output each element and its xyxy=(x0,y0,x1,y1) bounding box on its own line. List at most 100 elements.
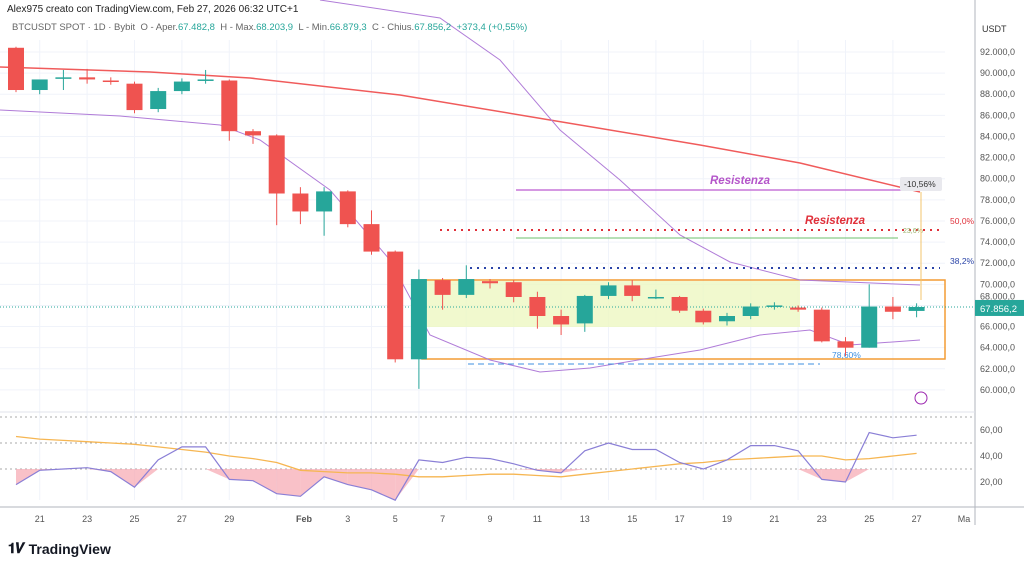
time-tick: 21 xyxy=(769,514,779,524)
candle-body xyxy=(647,296,664,299)
time-tick: 23 xyxy=(82,514,92,524)
candle-body xyxy=(31,79,48,91)
time-tick: 23 xyxy=(817,514,827,524)
price-tick: 84.000,0 xyxy=(980,131,1015,141)
fib-382-label: 38,2% xyxy=(950,256,975,266)
candle-body xyxy=(790,307,807,310)
price-tick: 74.000,0 xyxy=(980,237,1015,247)
time-tick: 27 xyxy=(912,514,922,524)
resistance-label-1: Resistenza xyxy=(710,175,771,187)
resistance-label-2: Resistenza xyxy=(805,215,866,227)
candle-body xyxy=(150,91,167,110)
symbol-label[interactable]: BTCUSDT SPOT · 1D · Bybit xyxy=(12,22,136,33)
rsi-tick: 60,00 xyxy=(980,425,1003,435)
oversold-fill xyxy=(395,469,419,501)
candle-body xyxy=(884,306,901,312)
high-label: H - Max. xyxy=(220,22,257,33)
close-label: C - Chius. xyxy=(371,22,415,33)
oversold-fill xyxy=(845,469,870,482)
price-tick: 88.000,0 xyxy=(980,89,1015,99)
candle-body xyxy=(363,224,380,252)
low-label: L - Min. xyxy=(298,22,330,33)
candle-body xyxy=(8,47,24,91)
price-tick: 70.000,0 xyxy=(980,279,1015,289)
oversold-fill xyxy=(561,469,585,473)
price-tick: 76.000,0 xyxy=(980,216,1015,226)
time-tick: 15 xyxy=(627,514,637,524)
tv-logo-icon: 𝟏𝑽 xyxy=(8,540,25,556)
candle-body xyxy=(482,281,498,284)
change-value: +373,4 (+0,55%) xyxy=(456,22,528,33)
candle-body xyxy=(55,77,72,79)
time-tick: 9 xyxy=(487,514,492,524)
candle-body xyxy=(292,193,309,212)
candle-body xyxy=(316,191,333,212)
tradingview-logo[interactable]: 𝟏𝑽 TradingView xyxy=(8,540,111,557)
candle-body xyxy=(434,280,451,295)
candle-body xyxy=(102,80,119,83)
candle-body xyxy=(79,77,96,80)
candle-body xyxy=(221,80,238,132)
candle-body xyxy=(387,251,404,360)
open-value: 67.482,8 xyxy=(177,22,215,33)
candle-body xyxy=(813,309,830,342)
price-tick: 92.000,0 xyxy=(980,47,1015,57)
time-tick: 25 xyxy=(864,514,874,524)
price-tick: 60.000,0 xyxy=(980,385,1015,395)
fib-786-label: 78,60% xyxy=(832,350,861,360)
upper-band-line xyxy=(319,0,921,286)
rsi-tick: 20,00 xyxy=(980,477,1003,487)
close-value: 67.856,2 xyxy=(414,22,452,33)
candle-body xyxy=(339,191,356,225)
candle-body xyxy=(671,296,688,311)
time-tick: Feb xyxy=(296,514,313,524)
last-price-label: 67.856,2 xyxy=(980,304,1017,315)
rsi-line xyxy=(15,431,917,501)
candle-body xyxy=(505,282,522,297)
fib-236-label: 23,6% xyxy=(903,228,923,235)
candle-body xyxy=(908,306,925,311)
time-tick: 25 xyxy=(129,514,139,524)
price-tick: 86.000,0 xyxy=(980,110,1015,120)
candle-body xyxy=(268,135,285,194)
lightning-alert-icon xyxy=(914,391,928,405)
price-tick: 66.000,0 xyxy=(980,322,1015,332)
time-tick: 17 xyxy=(675,514,685,524)
candle-body xyxy=(553,316,570,325)
candle-body xyxy=(600,285,617,296)
price-tick: 72.000,0 xyxy=(980,258,1015,268)
time-tick: 7 xyxy=(440,514,445,524)
oversold-fill xyxy=(276,469,301,497)
price-tick: 78.000,0 xyxy=(980,195,1015,205)
candle-body xyxy=(126,83,143,111)
oversold-fill xyxy=(87,469,111,472)
candle-body xyxy=(197,79,214,81)
candle-body xyxy=(529,296,546,316)
candle-body xyxy=(624,285,641,296)
time-tick: Ma xyxy=(958,514,971,524)
candle-body xyxy=(576,295,593,324)
currency-label: USDT xyxy=(982,24,1007,34)
time-tick: 5 xyxy=(393,514,398,524)
time-tick: 3 xyxy=(345,514,350,524)
rsi-ma-line xyxy=(15,435,917,478)
open-label: O - Aper. xyxy=(140,22,178,33)
oversold-fill xyxy=(821,469,846,482)
candle-body xyxy=(695,310,712,323)
moving-average-line xyxy=(0,66,921,193)
oversold-fill xyxy=(134,469,159,488)
oversold-fill xyxy=(300,469,325,497)
low-value: 66.879,3 xyxy=(329,22,367,33)
price-tick: 90.000,0 xyxy=(980,68,1015,78)
rsi-tick: 40,00 xyxy=(980,451,1003,461)
oversold-fill xyxy=(513,469,538,471)
candle-body xyxy=(861,306,878,348)
price-tick: 68.000,0 xyxy=(980,291,1015,301)
measure-label: -10,56% xyxy=(904,179,936,189)
candle-body xyxy=(766,305,783,307)
candle-body xyxy=(245,131,261,136)
ohlc-legend: BTCUSDT SPOT · 1D · Bybit O - Aper.67.48… xyxy=(12,22,527,33)
time-tick: 29 xyxy=(224,514,234,524)
